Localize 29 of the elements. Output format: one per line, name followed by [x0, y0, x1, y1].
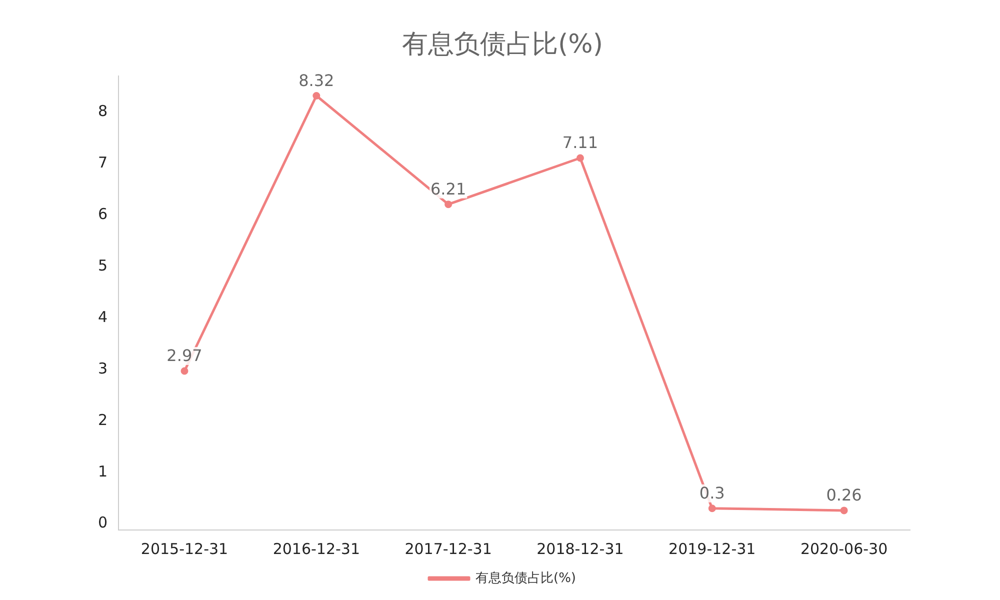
- point: [180, 367, 188, 375]
- point: [444, 200, 452, 208]
- y-tick-label: 6: [98, 205, 108, 224]
- x-tick-label: 2017-12-31: [404, 540, 492, 558]
- y-tick-label: 2: [98, 410, 108, 429]
- point: [576, 154, 584, 162]
- y-tick-label: 8: [98, 102, 108, 120]
- x-tick-label: 2018-12-31: [536, 540, 624, 558]
- y-tick-label: 4: [98, 308, 108, 326]
- data-label: 0.3: [699, 484, 725, 503]
- x-tick-label: 2020-06-30: [800, 540, 888, 558]
- y-tick-label: 1: [98, 462, 108, 480]
- x-tick-label: 2016-12-31: [272, 540, 360, 558]
- data-label: 6.21: [430, 179, 466, 198]
- y-tick-label: 0: [98, 514, 108, 532]
- x-tick-label: 2019-12-31: [668, 540, 756, 558]
- point: [312, 92, 320, 100]
- data-label: 8.32: [298, 70, 334, 90]
- y-tick-label: 3: [98, 359, 108, 378]
- chart-title: 有息负债占比(%): [402, 29, 603, 60]
- x-tick-label: 2015-12-31: [140, 540, 228, 558]
- y-tick-label: 7: [98, 154, 108, 172]
- point: [840, 506, 848, 514]
- data-label: 2.97: [166, 346, 202, 366]
- y-tick-label: 5: [98, 256, 108, 274]
- data-label: 7.11: [562, 133, 598, 152]
- point: [708, 504, 716, 512]
- data-label: 0.26: [826, 486, 862, 505]
- legend-label: 有息负债占比(%): [476, 570, 576, 586]
